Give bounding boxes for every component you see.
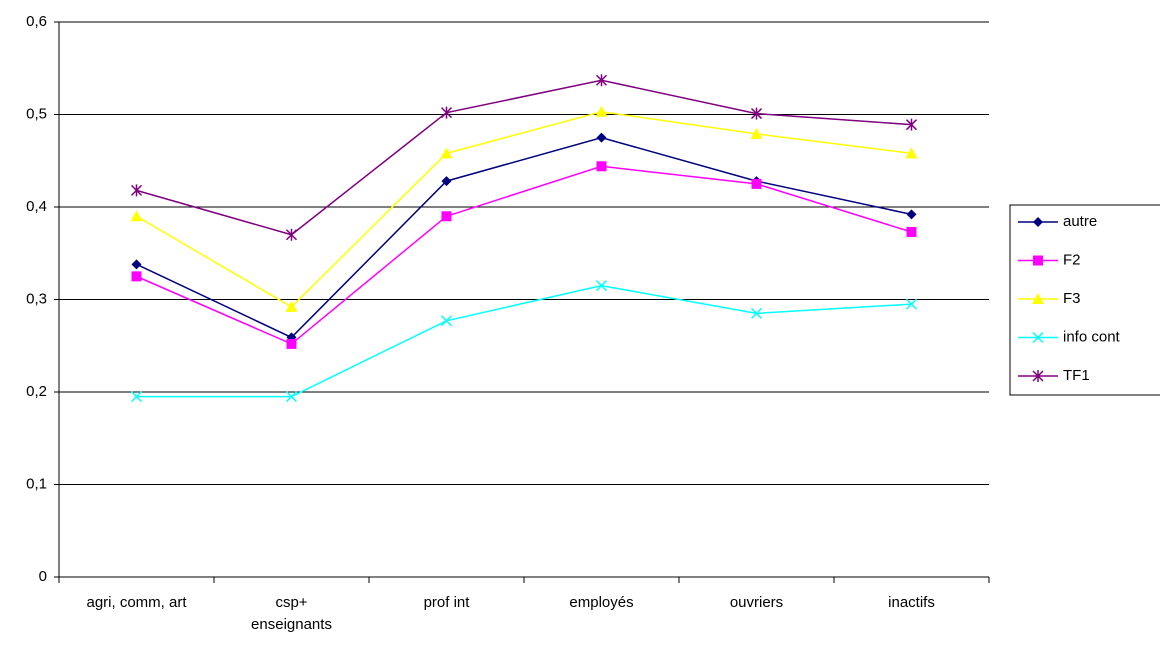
marker xyxy=(595,280,608,292)
legend-label: F3 xyxy=(1063,290,1081,307)
marker xyxy=(285,391,298,403)
marker xyxy=(130,184,143,197)
marker xyxy=(906,226,917,237)
y-tick-label: 0,2 xyxy=(26,383,47,400)
marker xyxy=(906,209,917,220)
x-tick-label: inactifs xyxy=(888,594,935,611)
marker xyxy=(130,210,143,222)
x-tick-label: employés xyxy=(569,594,634,611)
y-tick-label: 0 xyxy=(39,568,47,585)
y-tick-label: 0,5 xyxy=(26,105,47,122)
marker xyxy=(285,228,298,241)
marker xyxy=(905,147,918,159)
y-tick-label: 0,1 xyxy=(26,475,47,492)
marker xyxy=(440,106,453,119)
marker xyxy=(905,118,918,131)
series-line xyxy=(136,110,912,308)
marker xyxy=(595,74,608,87)
marker xyxy=(131,271,142,282)
y-tick-label: 0,4 xyxy=(26,198,47,215)
marker xyxy=(750,127,763,139)
marker xyxy=(595,105,608,117)
marker xyxy=(596,161,607,172)
marker xyxy=(441,176,452,187)
series-line xyxy=(136,284,912,398)
series-line xyxy=(136,165,912,345)
marker xyxy=(440,147,453,159)
marker xyxy=(440,315,453,327)
x-tick-label: ouvriers xyxy=(729,594,784,611)
series-line xyxy=(136,136,912,339)
marker xyxy=(751,178,762,189)
legend-marker xyxy=(1033,255,1043,266)
legend-label: TF1 xyxy=(1063,367,1090,384)
marker xyxy=(905,298,918,310)
marker xyxy=(750,107,763,120)
legend-label: F2 xyxy=(1063,251,1081,268)
marker xyxy=(285,300,298,312)
marker xyxy=(286,338,297,349)
marker xyxy=(596,132,607,143)
legend-marker xyxy=(1033,217,1043,227)
marker xyxy=(441,211,452,222)
marker xyxy=(130,391,143,403)
x-tick-label: agri, comm, art xyxy=(86,594,187,611)
marker xyxy=(750,307,763,319)
x-tick-label: csp+ enseignants xyxy=(251,594,332,633)
x-tick-label: prof int xyxy=(423,594,470,611)
y-tick-label: 0,3 xyxy=(26,290,47,307)
y-tick-label: 0,6 xyxy=(26,13,47,30)
legend-marker xyxy=(1032,331,1044,344)
marker xyxy=(131,259,142,270)
legend-marker xyxy=(1032,370,1044,382)
legend-marker xyxy=(1032,293,1044,304)
legend-label: info cont xyxy=(1063,328,1121,345)
legend-label: autre xyxy=(1063,213,1097,230)
series-line xyxy=(136,79,912,236)
